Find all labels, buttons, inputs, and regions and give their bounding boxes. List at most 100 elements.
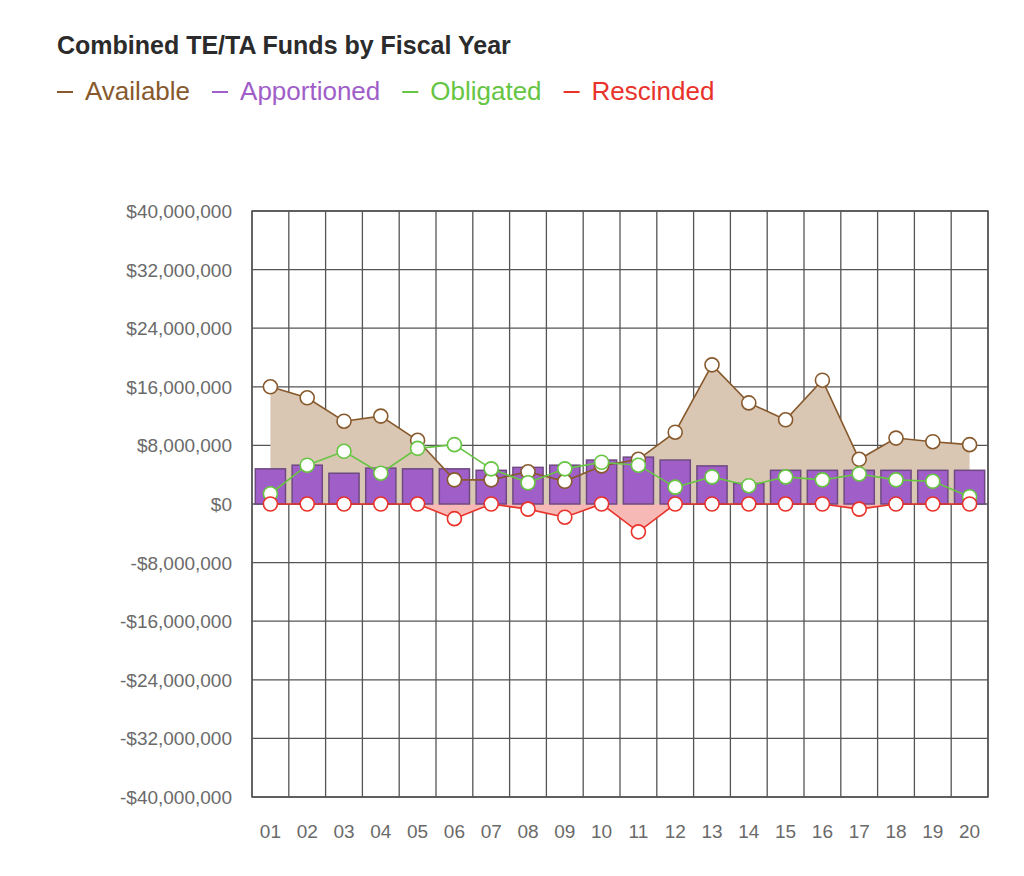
x-tick-label: 14: [738, 821, 760, 842]
bar: [439, 469, 469, 504]
marker: [447, 438, 461, 452]
marker: [815, 473, 829, 487]
marker: [484, 497, 498, 511]
plot-area: [255, 358, 984, 539]
marker: [337, 444, 351, 458]
x-tick-label: 17: [849, 821, 870, 842]
legend-label: Available: [85, 76, 190, 106]
y-tick-label: -$8,000,000: [131, 553, 232, 574]
legend-label: Obligated: [430, 76, 541, 106]
y-tick-label: -$16,000,000: [120, 611, 232, 632]
y-tick-label: $40,000,000: [126, 201, 232, 222]
marker: [926, 474, 940, 488]
marker: [668, 497, 682, 511]
x-tick-label: 06: [444, 821, 465, 842]
marker: [779, 470, 793, 484]
grid-line: [252, 328, 988, 329]
marker: [815, 373, 829, 387]
x-tick-label: 11: [629, 821, 649, 842]
marker: [337, 497, 351, 511]
legend-label: Apportioned: [240, 76, 380, 106]
legend: Available Apportioned Obligated Rescinded: [57, 76, 714, 106]
x-tick-label: 03: [333, 821, 354, 842]
title: Combined TE/TA Funds by Fiscal Year: [57, 31, 511, 59]
x-tick-label: 08: [517, 821, 538, 842]
marker: [742, 497, 756, 511]
y-tick-label: -$32,000,000: [120, 728, 232, 749]
marker: [926, 435, 940, 449]
grid-line: [252, 738, 988, 739]
area-fill: [270, 365, 969, 504]
marker: [852, 467, 866, 481]
legend-swatch: [57, 91, 73, 93]
marker: [705, 497, 719, 511]
legend-label: Rescinded: [592, 76, 715, 106]
marker: [705, 358, 719, 372]
grid-line: [252, 562, 988, 563]
plot-frame: [252, 211, 988, 797]
x-tick-label: 05: [407, 821, 428, 842]
x-tick-label: 18: [885, 821, 906, 842]
grid-line: [252, 269, 988, 270]
marker: [374, 409, 388, 423]
y-tick-label: $0: [211, 494, 232, 515]
marker: [963, 497, 977, 511]
marker: [705, 470, 719, 484]
marker: [889, 473, 903, 487]
marker: [631, 525, 645, 539]
legend-swatch: [212, 91, 228, 93]
marker: [300, 458, 314, 472]
marker: [926, 497, 940, 511]
grid-line: [252, 621, 988, 622]
y-tick-label: $8,000,000: [137, 435, 232, 456]
marker: [595, 455, 609, 469]
marker: [337, 414, 351, 428]
x-tick-label: 04: [370, 821, 392, 842]
marker: [300, 497, 314, 511]
marker: [558, 510, 572, 524]
y-tick-label: $16,000,000: [126, 377, 232, 398]
marker: [779, 413, 793, 427]
y-tick-label: -$40,000,000: [120, 787, 232, 808]
marker: [852, 452, 866, 466]
marker: [263, 497, 277, 511]
marker: [963, 438, 977, 452]
legend-swatch: [402, 91, 418, 93]
x-tick-label: 09: [554, 821, 575, 842]
marker: [779, 497, 793, 511]
x-tick-label: 01: [260, 821, 281, 842]
marker: [411, 441, 425, 455]
y-tick-label: -$24,000,000: [120, 670, 232, 691]
marker: [521, 502, 535, 516]
x-tick-label: 16: [812, 821, 833, 842]
x-tick-label: 12: [665, 821, 686, 842]
x-tick-label: 20: [959, 821, 980, 842]
marker: [668, 425, 682, 439]
marker: [852, 502, 866, 516]
x-tick-label: 07: [481, 821, 502, 842]
marker: [668, 480, 682, 494]
grid-line: [252, 679, 988, 680]
x-tick-label: 15: [775, 821, 796, 842]
marker: [374, 466, 388, 480]
y-tick-label: $32,000,000: [126, 260, 232, 281]
x-tick-label: 10: [591, 821, 612, 842]
marker: [815, 497, 829, 511]
series-line: [270, 445, 969, 497]
marker: [300, 391, 314, 405]
y-tick-label: $24,000,000: [126, 318, 232, 339]
legend-swatch: [564, 91, 580, 93]
grid-line: [252, 386, 988, 387]
marker: [263, 380, 277, 394]
marker: [374, 497, 388, 511]
x-tick-label: 13: [701, 821, 722, 842]
marker: [447, 512, 461, 526]
marker: [742, 396, 756, 410]
x-tick-label: 02: [297, 821, 318, 842]
marker: [889, 497, 903, 511]
marker: [889, 431, 903, 445]
marker: [484, 462, 498, 476]
marker: [742, 479, 756, 493]
marker: [631, 458, 645, 472]
grid: [252, 211, 988, 797]
